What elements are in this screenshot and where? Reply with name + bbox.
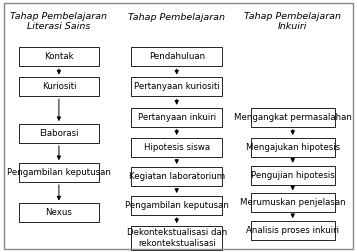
Text: Mengajukan hipotesis: Mengajukan hipotesis — [246, 143, 340, 152]
Text: Analisis proses inkuiri: Analisis proses inkuiri — [246, 226, 339, 235]
FancyBboxPatch shape — [251, 108, 335, 127]
FancyBboxPatch shape — [251, 194, 335, 212]
Text: Tahap Pembelajaran: Tahap Pembelajaran — [128, 13, 225, 22]
FancyBboxPatch shape — [19, 47, 99, 66]
FancyBboxPatch shape — [131, 196, 222, 215]
Text: Kegiatan laboratorium: Kegiatan laboratorium — [129, 172, 225, 181]
FancyBboxPatch shape — [251, 221, 335, 240]
Text: Elaborasi: Elaborasi — [39, 129, 79, 138]
FancyBboxPatch shape — [131, 108, 222, 127]
Text: Pengujian hipotesis: Pengujian hipotesis — [251, 171, 335, 180]
Text: Pertanyaan inkuiri: Pertanyaan inkuiri — [138, 113, 216, 122]
Text: Dekontekstualisasi dan
rekontekstualisasi: Dekontekstualisasi dan rekontekstualisas… — [127, 229, 227, 248]
Text: Merumuskan penjelasan: Merumuskan penjelasan — [240, 198, 346, 207]
FancyBboxPatch shape — [131, 138, 222, 157]
FancyBboxPatch shape — [251, 138, 335, 157]
FancyBboxPatch shape — [131, 226, 222, 250]
Text: Pengambilan keputusan: Pengambilan keputusan — [125, 201, 228, 210]
FancyBboxPatch shape — [19, 163, 99, 182]
Text: Pengambilan keputusan: Pengambilan keputusan — [7, 168, 111, 177]
FancyBboxPatch shape — [19, 124, 99, 143]
FancyBboxPatch shape — [131, 47, 222, 66]
Text: Tahap Pembelajaran
Literasi Sains: Tahap Pembelajaran Literasi Sains — [10, 12, 107, 31]
FancyBboxPatch shape — [131, 78, 222, 96]
Text: Hipotesis siswa: Hipotesis siswa — [144, 143, 210, 152]
Text: Nexus: Nexus — [45, 208, 72, 217]
FancyBboxPatch shape — [19, 78, 99, 96]
Text: Pertanyaan kuriositi: Pertanyaan kuriositi — [134, 82, 220, 91]
FancyBboxPatch shape — [19, 204, 99, 223]
Text: Kuriositi: Kuriositi — [42, 82, 76, 91]
Text: Kontak: Kontak — [44, 52, 74, 61]
FancyBboxPatch shape — [251, 166, 335, 184]
FancyBboxPatch shape — [131, 167, 222, 186]
Text: Pendahuluan: Pendahuluan — [149, 52, 205, 61]
Text: Mengangkat permasalahan: Mengangkat permasalahan — [234, 113, 352, 122]
Text: Tahap Pembelajaran
Inkuiri: Tahap Pembelajaran Inkuiri — [244, 12, 341, 31]
